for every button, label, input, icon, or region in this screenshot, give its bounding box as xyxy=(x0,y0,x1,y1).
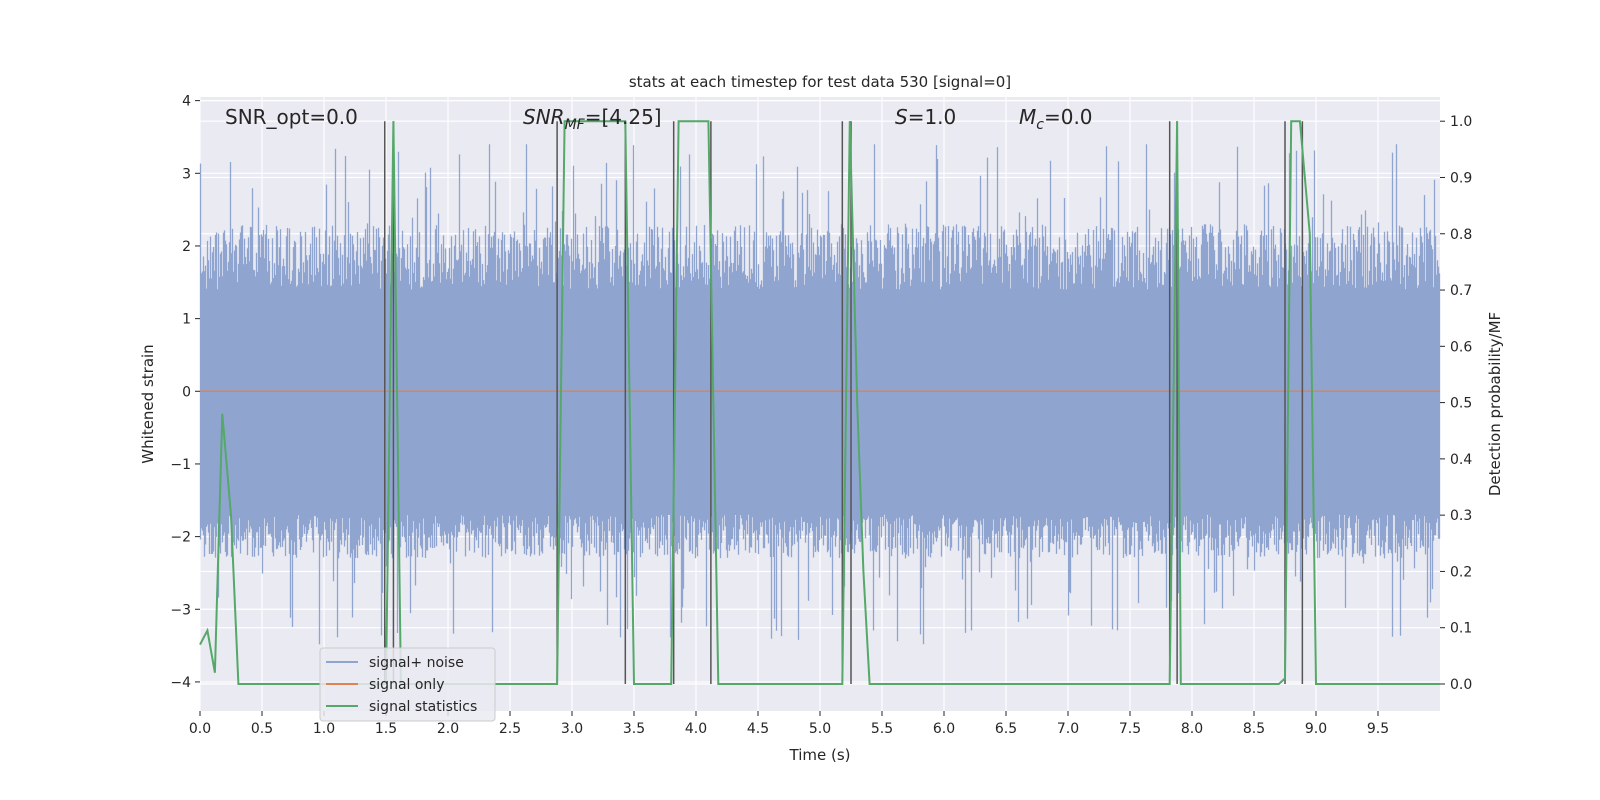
annotation-mc: Mc=0.0 xyxy=(1019,105,1093,133)
x-tick-label-3: 1.5 xyxy=(375,721,397,737)
annotation-s-symbol: S xyxy=(895,105,908,129)
x-tick-label-2: 1.0 xyxy=(313,721,335,737)
annotation-snr-opt: SNR_opt=0.0 xyxy=(225,105,358,129)
annotation-mc-value: =0.0 xyxy=(1044,105,1093,129)
y-left-tick-label-2: −2 xyxy=(170,530,191,546)
y-right-tick-label-0: 0.0 xyxy=(1450,677,1472,693)
y-right-tick-label-2: 0.2 xyxy=(1450,564,1472,580)
x-tick-label-5: 2.5 xyxy=(499,721,521,737)
x-tick-label-19: 9.5 xyxy=(1367,721,1389,737)
y-right-tick-label-10: 1.0 xyxy=(1450,114,1472,130)
y-right-tick-label-5: 0.5 xyxy=(1450,396,1472,412)
x-tick-label-10: 5.0 xyxy=(809,721,831,737)
x-tick-label-8: 4.0 xyxy=(685,721,707,737)
x-axis-ticks: 0.0 0.5 1.0 1.5 2.0 2.5 3.0 3.5 4.0 4.5 5.0 5.5 6.0 6… xyxy=(189,711,1389,737)
y-axis-left-ticks: −4 −3 −2 −1 0 1 2 3 4 xyxy=(170,94,200,691)
legend-label-signal-noise: signal+ noise xyxy=(369,655,464,671)
annotation-snr-mf-subscript: MF xyxy=(565,117,586,133)
x-tick-label-17: 8.5 xyxy=(1243,721,1265,737)
annotation-s: S=1.0 xyxy=(895,105,956,129)
x-tick-label-6: 3.0 xyxy=(561,721,583,737)
x-tick-label-15: 7.5 xyxy=(1119,721,1141,737)
y-left-tick-label-6: 2 xyxy=(182,239,191,255)
y-left-tick-label-4: 0 xyxy=(182,384,191,400)
x-tick-label-11: 5.5 xyxy=(871,721,893,737)
x-tick-label-1: 0.5 xyxy=(251,721,273,737)
y-left-tick-label-0: −4 xyxy=(170,675,191,691)
y-left-tick-label-3: −1 xyxy=(170,457,191,473)
annotation-snr-mf: SNRMF=[4.25] xyxy=(523,105,662,133)
legend-label-signal-statistics: signal statistics xyxy=(369,699,477,715)
y-right-tick-label-1: 0.1 xyxy=(1450,621,1472,637)
legend-label-signal-only: signal only xyxy=(369,677,444,693)
y-left-tick-label-1: −3 xyxy=(170,602,191,618)
annotation-mc-symbol: M xyxy=(1019,105,1036,129)
y-axis-left-label: Whitened strain xyxy=(139,344,157,463)
annotation-snr-mf-value: =[4.25] xyxy=(585,105,662,129)
y-left-tick-label-5: 1 xyxy=(182,312,191,328)
annotation-mc-subscript: c xyxy=(1036,117,1044,133)
y-axis-right-ticks: 0.0 0.1 0.2 0.3 0.4 0.5 0.6 0.7 0.8 0.9 1.0 xyxy=(1440,114,1472,693)
legend: signal+ noise signal only signal statist… xyxy=(319,647,496,722)
x-tick-label-4: 2.0 xyxy=(437,721,459,737)
x-tick-label-18: 9.0 xyxy=(1305,721,1327,737)
y-right-tick-label-3: 0.3 xyxy=(1450,508,1472,524)
y-right-tick-label-9: 0.9 xyxy=(1450,170,1472,186)
vertical-markers xyxy=(384,121,1304,684)
x-tick-label-7: 3.5 xyxy=(623,721,645,737)
x-tick-label-13: 6.5 xyxy=(995,721,1017,737)
y-right-tick-label-8: 0.8 xyxy=(1450,227,1472,243)
y-left-tick-label-7: 3 xyxy=(182,166,191,182)
chart-title: stats at each timestep for test data 530… xyxy=(629,73,1011,91)
y-axis-right-label: Detection probability/MF xyxy=(1486,312,1504,496)
x-tick-label-14: 7.0 xyxy=(1057,721,1079,737)
y-right-tick-label-7: 0.7 xyxy=(1450,283,1472,299)
y-left-tick-label-8: 4 xyxy=(182,94,191,110)
x-tick-label-0: 0.0 xyxy=(189,721,211,737)
x-tick-label-16: 8.0 xyxy=(1181,721,1203,737)
x-tick-label-12: 6.0 xyxy=(933,721,955,737)
annotation-snr-mf-symbol: SNR xyxy=(523,105,565,129)
x-axis-label: Time (s) xyxy=(789,746,851,764)
x-tick-label-9: 4.5 xyxy=(747,721,769,737)
legend-box xyxy=(319,647,496,722)
y-right-tick-label-6: 0.6 xyxy=(1450,339,1472,355)
y-right-tick-label-4: 0.4 xyxy=(1450,452,1472,468)
annotation-s-value: =1.0 xyxy=(908,105,957,129)
